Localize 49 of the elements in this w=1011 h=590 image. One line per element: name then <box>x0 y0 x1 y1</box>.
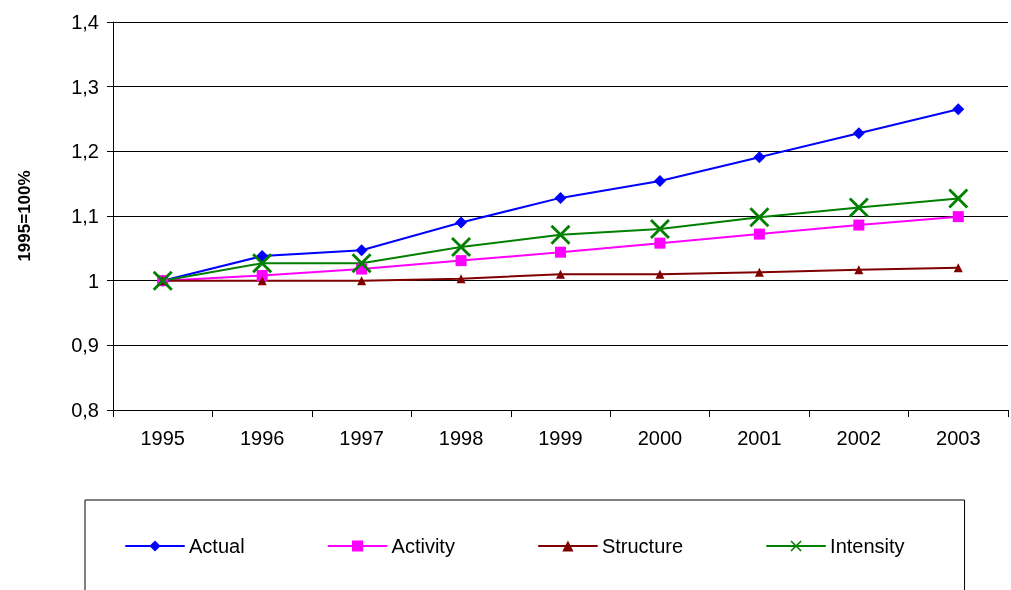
legend-label: Intensity <box>830 535 905 557</box>
legend-label: Structure <box>601 535 684 557</box>
point <box>556 269 565 279</box>
point <box>749 207 770 228</box>
y-tick-label: 0,9 <box>71 334 99 357</box>
point <box>649 218 670 239</box>
x-tick-label: 2003 <box>936 427 981 449</box>
point <box>550 224 571 245</box>
x-tick-label: 2000 <box>637 427 683 449</box>
y-tick-label: 1,2 <box>71 140 99 163</box>
point <box>952 211 964 223</box>
point <box>852 127 865 140</box>
y-tick-label: 1,3 <box>71 75 99 98</box>
x-tick-label: 1996 <box>239 427 285 449</box>
point <box>952 103 965 116</box>
y-tick-label: 0,8 <box>71 399 99 421</box>
point <box>555 246 566 258</box>
x-tick-label: 1999 <box>538 427 583 449</box>
legend-label: Activity <box>391 535 455 557</box>
y-tick-label: 1 <box>87 269 99 292</box>
y-tick-label: 1,1 <box>71 205 99 227</box>
x-tick-label: 1995 <box>140 427 185 449</box>
point <box>456 274 466 284</box>
point <box>753 151 766 164</box>
point <box>257 276 267 286</box>
point <box>252 253 273 274</box>
point <box>948 188 969 209</box>
point <box>357 276 367 286</box>
x-tick-label: 1997 <box>339 427 384 449</box>
legend-label: Actual <box>189 535 245 557</box>
y-tick-label: 1,4 <box>71 11 99 33</box>
x-tick-label: 2002 <box>836 427 882 449</box>
point <box>351 253 372 274</box>
point <box>848 197 869 218</box>
point <box>655 269 665 279</box>
point <box>152 270 173 291</box>
x-tick-label: 1998 <box>438 427 484 449</box>
y-axis-title: 1995=100% <box>15 170 34 262</box>
point <box>554 191 567 204</box>
point <box>355 244 368 257</box>
point <box>455 216 468 229</box>
point <box>654 237 666 249</box>
point <box>455 255 467 267</box>
point <box>754 267 764 277</box>
point <box>753 228 765 240</box>
point <box>853 219 865 231</box>
point <box>653 175 666 188</box>
point <box>451 237 472 258</box>
x-tick-label: 2001 <box>737 427 782 449</box>
